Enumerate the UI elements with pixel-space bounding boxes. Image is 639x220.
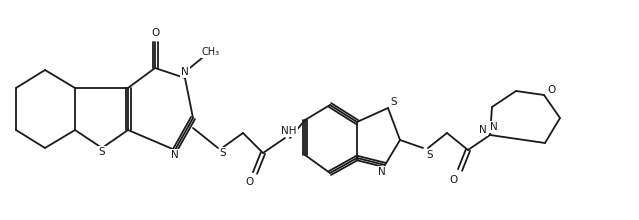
Text: O: O [246,177,254,187]
Text: S: S [220,148,226,158]
Text: S: S [390,97,397,107]
Text: NH: NH [281,126,296,136]
Text: O: O [151,28,159,38]
Text: O: O [548,85,556,95]
Text: N: N [181,67,189,77]
Text: N: N [479,125,487,135]
Text: O: O [450,175,458,185]
Text: S: S [98,147,105,157]
Text: N: N [378,167,386,177]
Text: S: S [427,150,433,160]
Text: N: N [171,150,179,160]
Text: CH₃: CH₃ [202,47,220,57]
Text: N: N [490,122,498,132]
